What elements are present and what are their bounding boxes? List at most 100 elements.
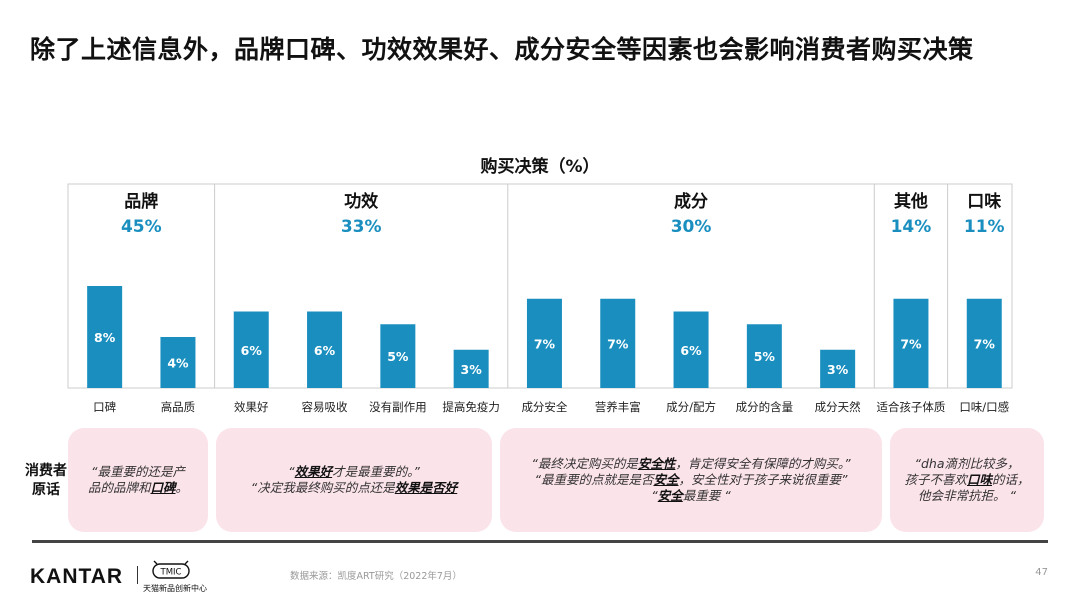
quote-keyword: 安全性 [637, 456, 676, 471]
quote-line: 他会非常抗拒。 “ [904, 488, 1029, 504]
quote-text: 孩子不喜欢 [904, 472, 967, 487]
quote-text: 才是最重要的。” [332, 464, 420, 479]
quote-keyword: 安全 [653, 472, 679, 487]
quote-text: “最终决定购买的是 [531, 456, 638, 471]
bar [526, 298, 562, 388]
category-label: 成分的含量 [736, 400, 794, 414]
bar-value-label: 6% [241, 343, 263, 358]
quote-text: 他会非常抗拒。 “ [918, 488, 1016, 503]
bar [160, 337, 196, 388]
bar-value-label: 7% [607, 336, 629, 351]
quote-text: “ [288, 464, 295, 479]
quote-text: “最重要的还是产 [91, 464, 185, 479]
bar-value-label: 6% [680, 343, 702, 358]
quote-text: ，安全性对于孩子来说很重要” [678, 472, 848, 487]
quote-line: “安全最重要 “ [531, 488, 850, 504]
quote-keyword: 安全 [657, 488, 683, 503]
group-percentage: 33% [341, 217, 382, 237]
quote-keyword: 口味 [966, 472, 992, 487]
quote-text: 品的品牌和 [87, 480, 151, 495]
quote-box-brand: “最重要的还是产 品的品牌和口碑。 [68, 428, 208, 532]
bar-value-label: 5% [387, 349, 409, 364]
tmic-text: 天猫新品创新中心 [143, 584, 207, 593]
group-name: 成分 [674, 191, 708, 212]
tmic-logo: TMIC [152, 560, 190, 579]
quotes-label-line: 原话 [32, 482, 60, 498]
category-label: 营养丰富 [595, 400, 641, 414]
group-percentage: 45% [121, 217, 162, 237]
category-label: 成分天然 [815, 400, 861, 414]
bar-value-label: 7% [974, 336, 996, 351]
group-name: 其他 [894, 191, 928, 212]
quote-line: 孩子不喜欢口味的话， [904, 472, 1029, 488]
quotes-label: 消费者 原话 [14, 462, 78, 500]
bar [87, 286, 123, 388]
bar [673, 311, 709, 388]
bar-value-label: 3% [461, 362, 483, 377]
bar [746, 324, 782, 388]
group-percentage: 30% [671, 217, 712, 237]
quote-line: “最重要的还是产 [88, 464, 188, 480]
category-label: 口碑 [93, 400, 116, 414]
chart-title: 购买决策（%） [480, 157, 600, 177]
quote-box-taste: “dha滴剂比较多， 孩子不喜欢口味的话， 他会非常抗拒。 “ [890, 428, 1044, 532]
category-label: 口味/口感 [959, 400, 1009, 414]
quote-text: “最重要的点就是是否 [534, 472, 654, 487]
group-name: 口味 [967, 191, 1001, 212]
group-percentage: 11% [964, 217, 1005, 237]
quote-box-efficacy: “效果好才是最重要的。” “决定我最终购买的点还是效果是否好 [216, 428, 492, 532]
quote-text: “ [651, 488, 658, 503]
quote-keyword: 效果是否好 [394, 480, 458, 495]
group-name: 品牌 [124, 191, 158, 212]
bar [820, 349, 856, 388]
logo-separator [137, 566, 138, 584]
bar [453, 349, 489, 388]
bar [380, 324, 416, 388]
quote-keyword: 口碑 [150, 480, 176, 495]
quote-text: ，肯定得安全有保障的才购买。” [675, 456, 851, 471]
category-label: 高品质 [161, 400, 196, 414]
quote-line: “效果好才是最重要的。” [251, 464, 458, 480]
quote-text: “dha滴剂比较多， [914, 456, 1020, 471]
bar [600, 298, 636, 388]
quote-text: 的话， [992, 472, 1030, 487]
quote-text: “决定我最终购买的点还是 [250, 480, 395, 495]
quote-text: 最重要 “ [682, 488, 731, 503]
category-label: 适合孩子体质 [876, 400, 945, 414]
svg-text:TMIC: TMIC [160, 568, 182, 578]
bar-value-label: 5% [754, 349, 776, 364]
category-label: 没有副作用 [369, 400, 427, 414]
page-number: 47 [1035, 567, 1048, 578]
data-source: 数据来源：凯度ART研究（2022年7月） [290, 571, 462, 582]
bar [966, 298, 1002, 388]
quote-line: “最终决定购买的是安全性，肯定得安全有保障的才购买。” [531, 456, 850, 472]
bar [233, 311, 269, 388]
quotes-label-line: 消费者 [25, 463, 67, 479]
bar-value-label: 7% [900, 336, 922, 351]
quote-line: “决定我最终购买的点还是效果是否好 [251, 480, 458, 496]
group-percentage: 14% [891, 217, 932, 237]
bar-value-label: 6% [314, 343, 336, 358]
quote-keyword: 效果好 [294, 464, 333, 479]
quote-line: 品的品牌和口碑。 [88, 480, 188, 496]
category-label: 效果好 [234, 400, 269, 414]
kantar-logo: KANTAR [30, 565, 124, 588]
page-title: 除了上述信息外，品牌口碑、功效效果好、成分安全等因素也会影响消费者购买决策 [30, 35, 974, 64]
quote-box-ingredient: “最终决定购买的是安全性，肯定得安全有保障的才购买。” “最重要的点就是是否安全，… [500, 428, 882, 532]
quote-text: 。 [175, 480, 189, 495]
category-label: 成分安全 [521, 400, 567, 414]
bar-value-label: 4% [167, 356, 189, 371]
category-label: 容易吸收 [302, 400, 348, 414]
bar-value-label: 8% [94, 330, 116, 345]
footer-divider [32, 540, 1048, 543]
bar [307, 311, 343, 388]
quote-line: “最重要的点就是是否安全，安全性对于孩子来说很重要” [531, 472, 850, 488]
purchase-decision-chart: 品牌 45% 8% 口碑 4% 高品质 功效 33% 6% 效果好 6% 容易吸收 5% 没有副作用 3% 提… [67, 183, 1013, 414]
bar-value-label: 3% [827, 362, 849, 377]
category-label: 提高免疫力 [442, 400, 500, 414]
bar [893, 298, 929, 388]
group-name: 功效 [344, 191, 378, 212]
category-label: 成分/配方 [666, 400, 716, 414]
quote-line: “dha滴剂比较多， [904, 456, 1029, 472]
bar-value-label: 7% [534, 336, 556, 351]
